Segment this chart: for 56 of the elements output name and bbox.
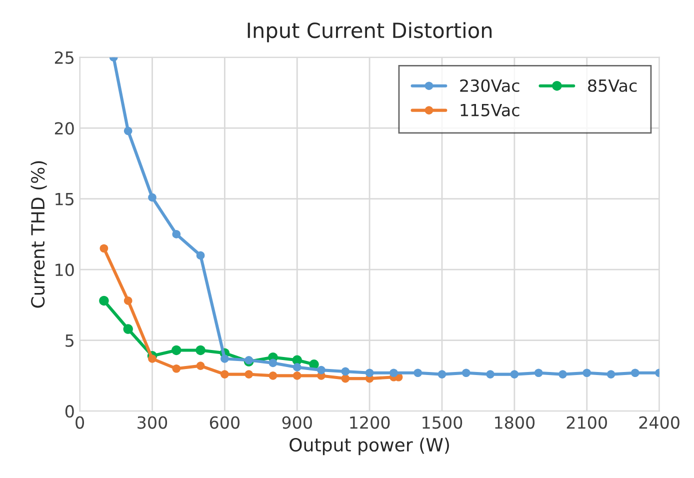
point — [124, 126, 132, 136]
point — [148, 354, 156, 363]
y-tick-label: 20 — [54, 122, 74, 135]
point — [390, 368, 398, 378]
y-tick-label: 0 — [65, 405, 74, 418]
x-tick-label: 1500 — [422, 416, 462, 429]
point — [220, 354, 229, 363]
point — [510, 370, 519, 378]
point — [365, 368, 374, 378]
point — [341, 367, 350, 376]
chart-title: Input Current Distortion — [248, 22, 492, 42]
point — [438, 370, 446, 378]
legend-label: 85Vac — [588, 79, 637, 92]
y-axis-title: Current THD (%) — [30, 161, 47, 308]
point — [582, 368, 592, 378]
point — [414, 368, 422, 378]
x-tick-label: 2100 — [566, 416, 607, 429]
x-tick-label: 1200 — [350, 416, 390, 429]
point — [268, 358, 278, 368]
point — [268, 372, 278, 380]
point — [172, 230, 181, 238]
y-tick-label: 15 — [56, 193, 74, 206]
point — [100, 244, 108, 253]
point — [196, 362, 205, 370]
point — [630, 368, 640, 378]
point — [558, 370, 567, 378]
point — [99, 296, 109, 306]
point — [172, 345, 182, 356]
point — [244, 370, 253, 378]
y-tick-label: 10 — [56, 264, 74, 276]
point — [341, 374, 350, 383]
point — [462, 368, 470, 378]
y-tick-label: 25 — [54, 51, 74, 64]
point — [292, 363, 302, 372]
y-tick-label: 5 — [66, 334, 74, 347]
point — [196, 345, 206, 356]
point — [124, 296, 132, 305]
x-tick-label: 600 — [210, 416, 240, 429]
legend-label: 230Vac — [460, 79, 520, 92]
point — [172, 364, 181, 373]
point — [317, 366, 326, 374]
x-tick-label: 900 — [282, 416, 312, 429]
point — [148, 193, 156, 202]
point — [606, 370, 616, 378]
point — [220, 370, 229, 378]
x-axis-title: Output power (W) — [290, 438, 449, 456]
x-tick-label: 300 — [138, 416, 168, 429]
point — [534, 368, 543, 378]
point — [486, 370, 494, 378]
x-tick-label: 0 — [76, 416, 84, 429]
point — [123, 324, 133, 334]
point — [292, 372, 302, 380]
x-tick-label: 1800 — [495, 416, 535, 429]
point — [196, 251, 205, 260]
x-tick-label: 2400 — [639, 416, 680, 429]
legend-label: 115Vac — [460, 104, 520, 116]
